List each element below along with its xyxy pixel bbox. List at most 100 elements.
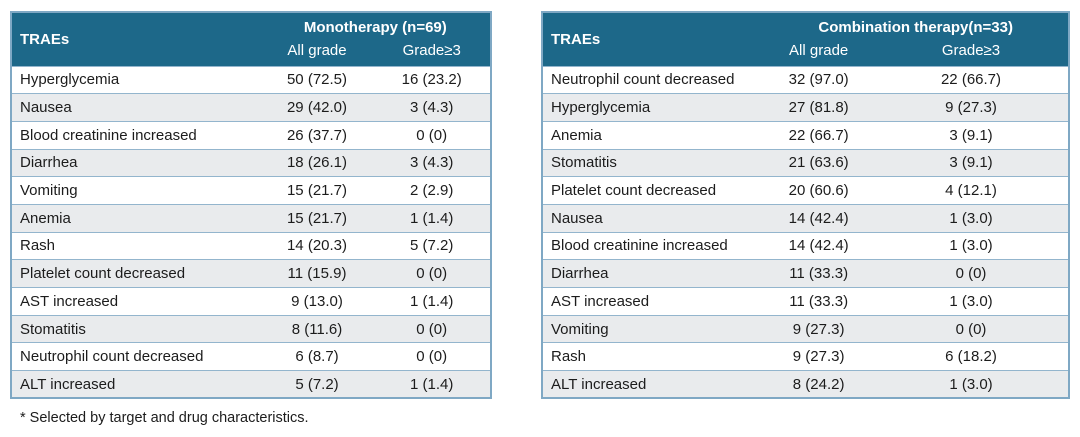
table-row: Blood creatinine increased 26 (37.7) 0 (0) (11, 120, 491, 150)
table-row: Anemia 15 (21.7) 1 (1.4) (11, 203, 491, 233)
grade3-value-cell: 0 (0) (373, 342, 491, 371)
trae-name-cell: Stomatitis (542, 148, 764, 177)
table-row: Nausea 29 (42.0) 3 (4.3) (11, 93, 491, 122)
trae-name-cell: AST increased (542, 287, 764, 316)
trae-name-cell: Neutrophil count decreased (542, 65, 764, 94)
monotherapy-table-body: Hyperglycemia 50 (72.5) 16 (23.2) Nausea 29 … (11, 65, 491, 399)
all-grade-value-cell: 14 (20.3) (260, 231, 374, 260)
all-grade-value-cell: 14 (42.4) (763, 231, 874, 260)
table-row: Neutrophil count decreased 6 (8.7) 0 (0) (11, 342, 491, 371)
monotherapy-table-header: TRAEs Monotherapy (n=69) All grade Grade… (11, 12, 491, 66)
all-grade-value-cell: 15 (21.7) (260, 176, 374, 205)
trae-name-cell: Anemia (542, 120, 764, 150)
all-grade-value-cell: 26 (37.7) (260, 120, 374, 150)
table-row: Anemia 22 (66.7) 3 (9.1) (542, 120, 1069, 150)
table-row: ALT increased 5 (7.2) 1 (1.4) (11, 370, 491, 399)
trae-name-cell: Blood creatinine increased (11, 120, 261, 150)
table-row: Hyperglycemia 27 (81.8) 9 (27.3) (542, 93, 1069, 122)
trae-name-cell: Diarrhea (542, 259, 764, 288)
combination-therapy-table: TRAEs Combination therapy(n=33) All grad… (541, 11, 1070, 400)
table-row: Platelet count decreased 20 (60.6) 4 (12.1… (542, 176, 1069, 205)
table-row: Rash 9 (27.3) 6 (18.2) (542, 342, 1069, 371)
table-row: Rash 14 (20.3) 5 (7.2) (11, 231, 491, 260)
trae-name-cell: Rash (542, 342, 764, 371)
grade3-value-cell: 2 (2.9) (373, 176, 491, 205)
monotherapy-table: TRAEs Monotherapy (n=69) All grade Grade… (10, 11, 492, 400)
trae-name-cell: Platelet count decreased (11, 259, 261, 288)
trae-name-cell: ALT increased (542, 370, 764, 399)
monotherapy-group-header: Monotherapy (n=69) (260, 12, 491, 42)
grade3-column-header: Grade≥3 (873, 42, 1069, 66)
table-row: Diarrhea 18 (26.1) 3 (4.3) (11, 148, 491, 177)
grade3-value-cell: 16 (23.2) (373, 65, 491, 94)
grade3-value-cell: 1 (1.4) (373, 370, 491, 399)
table-row: Vomiting 15 (21.7) 2 (2.9) (11, 176, 491, 205)
all-grade-value-cell: 11 (15.9) (260, 259, 374, 288)
grade3-value-cell: 1 (3.0) (873, 370, 1069, 399)
all-grade-value-cell: 9 (13.0) (260, 287, 374, 316)
footnote: * Selected by target and drug characteri… (20, 410, 309, 426)
table-row: Stomatitis 21 (63.6) 3 (9.1) (542, 148, 1069, 177)
all-grade-column-header: All grade (260, 42, 374, 66)
all-grade-column-header: All grade (763, 42, 874, 66)
trae-name-cell: Hyperglycemia (11, 65, 261, 94)
all-grade-value-cell: 11 (33.3) (763, 259, 874, 288)
all-grade-value-cell: 29 (42.0) (260, 93, 374, 122)
all-grade-value-cell: 9 (27.3) (763, 314, 874, 343)
traes-column-header: TRAEs (542, 12, 764, 66)
grade3-value-cell: 0 (0) (373, 120, 491, 150)
table-row: Hyperglycemia 50 (72.5) 16 (23.2) (11, 65, 491, 94)
trae-name-cell: Anemia (11, 203, 261, 233)
grade3-value-cell: 6 (18.2) (873, 342, 1069, 371)
all-grade-value-cell: 5 (7.2) (260, 370, 374, 399)
grade3-value-cell: 0 (0) (373, 259, 491, 288)
all-grade-value-cell: 15 (21.7) (260, 203, 374, 233)
grade3-value-cell: 22 (66.7) (873, 65, 1069, 94)
combination-table-header: TRAEs Combination therapy(n=33) All grad… (542, 12, 1069, 66)
trae-name-cell: Vomiting (542, 314, 764, 343)
grade3-column-header: Grade≥3 (373, 42, 491, 66)
grade3-value-cell: 0 (0) (873, 259, 1069, 288)
all-grade-value-cell: 27 (81.8) (763, 93, 874, 122)
trae-name-cell: Hyperglycemia (542, 93, 764, 122)
all-grade-value-cell: 8 (24.2) (763, 370, 874, 399)
trae-name-cell: Nausea (542, 203, 764, 233)
all-grade-value-cell: 21 (63.6) (763, 148, 874, 177)
table-row: AST increased 11 (33.3) 1 (3.0) (542, 287, 1069, 316)
combination-group-header: Combination therapy(n=33) (763, 12, 1069, 42)
grade3-value-cell: 0 (0) (373, 314, 491, 343)
grade3-value-cell: 4 (12.1) (873, 176, 1069, 205)
grade3-value-cell: 1 (3.0) (873, 287, 1069, 316)
combination-table-body: Neutrophil count decreased 32 (97.0) 22 (6… (542, 65, 1069, 399)
trae-name-cell: Neutrophil count decreased (11, 342, 261, 371)
grade3-value-cell: 9 (27.3) (873, 93, 1069, 122)
trae-name-cell: Stomatitis (11, 314, 261, 343)
all-grade-value-cell: 11 (33.3) (763, 287, 874, 316)
table-row: Vomiting 9 (27.3) 0 (0) (542, 314, 1069, 343)
grade3-value-cell: 1 (3.0) (873, 203, 1069, 233)
traes-column-header: TRAEs (11, 12, 261, 66)
table-row: Neutrophil count decreased 32 (97.0) 22 (6… (542, 65, 1069, 94)
trae-name-cell: ALT increased (11, 370, 261, 399)
trae-name-cell: Platelet count decreased (542, 176, 764, 205)
trae-name-cell: Blood creatinine increased (542, 231, 764, 260)
all-grade-value-cell: 9 (27.3) (763, 342, 874, 371)
table-row: AST increased 9 (13.0) 1 (1.4) (11, 287, 491, 316)
grade3-value-cell: 3 (9.1) (873, 120, 1069, 150)
grade3-value-cell: 1 (1.4) (373, 203, 491, 233)
all-grade-value-cell: 14 (42.4) (763, 203, 874, 233)
trae-name-cell: Rash (11, 231, 261, 260)
table-row: Diarrhea 11 (33.3) 0 (0) (542, 259, 1069, 288)
trae-name-cell: AST increased (11, 287, 261, 316)
all-grade-value-cell: 6 (8.7) (260, 342, 374, 371)
grade3-value-cell: 5 (7.2) (373, 231, 491, 260)
grade3-value-cell: 3 (4.3) (373, 93, 491, 122)
table-row: Blood creatinine increased 14 (42.4) 1 (3.… (542, 231, 1069, 260)
grade3-value-cell: 3 (4.3) (373, 148, 491, 177)
table-row: Platelet count decreased 11 (15.9) 0 (0) (11, 259, 491, 288)
all-grade-value-cell: 8 (11.6) (260, 314, 374, 343)
all-grade-value-cell: 18 (26.1) (260, 148, 374, 177)
trae-name-cell: Diarrhea (11, 148, 261, 177)
all-grade-value-cell: 20 (60.6) (763, 176, 874, 205)
